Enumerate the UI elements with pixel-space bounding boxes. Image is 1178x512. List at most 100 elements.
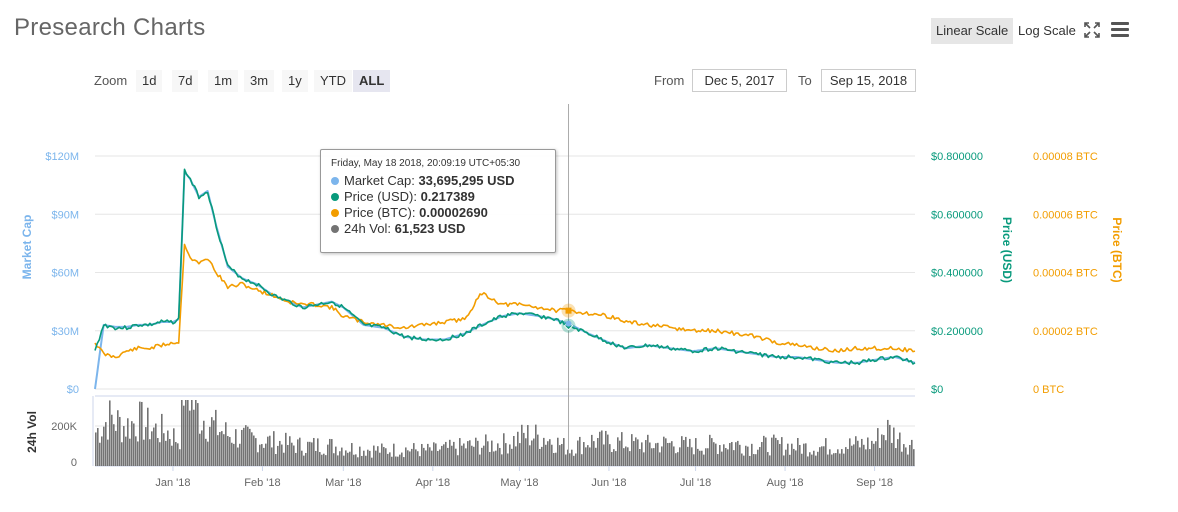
volume-bar xyxy=(129,438,131,466)
volume-bar xyxy=(253,435,255,466)
zoom-all-button[interactable]: ALL xyxy=(353,70,391,92)
volume-bar xyxy=(419,456,421,466)
zoom-1d-button[interactable]: 1d xyxy=(136,70,163,92)
log-scale-button[interactable]: Log Scale xyxy=(1018,23,1076,38)
volume-bar xyxy=(693,454,695,466)
volume-bar xyxy=(201,430,203,466)
zoom-1m-button[interactable]: 1m xyxy=(208,70,239,92)
volume-bar xyxy=(691,447,693,466)
linear-scale-button[interactable]: Linear Scale xyxy=(931,18,1014,44)
volume-bar xyxy=(887,419,889,466)
volume-bar xyxy=(677,452,679,466)
volume-bar xyxy=(707,448,709,466)
volume-bar xyxy=(771,437,773,466)
volume-bar xyxy=(807,456,809,466)
volume-bar xyxy=(799,444,801,466)
range-to-input[interactable]: Sep 15, 2018 xyxy=(821,69,916,92)
volume-bar xyxy=(647,434,649,466)
zoom-3m-button[interactable]: 3m xyxy=(244,70,275,92)
volume-bar xyxy=(193,409,195,466)
volume-bar xyxy=(751,443,753,466)
volume-bar xyxy=(543,437,545,466)
y-tick-label-price-btc: 0.00004 BTC xyxy=(1033,268,1098,280)
volume-bar xyxy=(541,446,543,466)
volume-bar xyxy=(859,447,861,466)
volume-bar xyxy=(179,449,181,466)
volume-bar xyxy=(157,438,159,466)
volume-bar xyxy=(491,440,493,466)
volume-bar xyxy=(773,434,775,466)
hamburger-menu-icon[interactable] xyxy=(1111,22,1129,38)
volume-bar xyxy=(101,436,103,466)
volume-bar xyxy=(823,446,825,466)
volume-bar xyxy=(501,454,503,466)
volume-bar xyxy=(569,453,571,466)
volume-bar xyxy=(829,449,831,466)
y-axis-title-market-cap: Market Cap xyxy=(20,215,34,280)
volume-bar xyxy=(149,439,151,466)
x-tick-label: Mar '18 xyxy=(325,477,361,489)
volume-bar xyxy=(197,403,199,466)
tooltip-row-market-cap: Market Cap: 33,695,295 USD xyxy=(331,173,545,189)
volume-bar xyxy=(275,454,277,466)
volume-bar xyxy=(593,441,595,466)
volume-bar xyxy=(873,443,875,466)
volume-bar xyxy=(753,454,755,466)
volume-bar xyxy=(837,449,839,466)
volume-bar xyxy=(689,438,691,466)
volume-bar xyxy=(663,436,665,466)
volume-bar xyxy=(877,428,879,466)
volume-bar xyxy=(229,437,231,466)
volume-bar xyxy=(321,454,323,466)
volume-bar xyxy=(145,427,147,466)
volume-bar xyxy=(617,437,619,466)
y-tick-label-market-cap: $30M xyxy=(51,326,79,338)
volume-bar xyxy=(667,442,669,466)
volume-bar xyxy=(279,440,281,466)
volume-bar xyxy=(545,444,547,466)
volume-bar xyxy=(471,445,473,466)
volume-bar xyxy=(143,439,145,466)
volume-bar xyxy=(907,454,909,466)
volume-bar xyxy=(777,440,779,466)
range-from-label: From xyxy=(654,73,685,88)
volume-bar xyxy=(189,410,191,466)
volume-bar xyxy=(441,445,443,466)
zoom-label: Zoom xyxy=(94,73,128,88)
volume-bar xyxy=(913,449,915,466)
volume-bar xyxy=(547,441,549,466)
volume-bar xyxy=(235,429,237,466)
x-tick-label: Jan '18 xyxy=(155,477,190,489)
zoom-1y-button[interactable]: 1y xyxy=(282,70,308,92)
volume-bar xyxy=(231,442,233,466)
volume-bar xyxy=(401,452,403,466)
volume-bar xyxy=(643,452,645,466)
volume-bar xyxy=(249,428,251,466)
volume-bar xyxy=(439,449,441,466)
volume-bar xyxy=(711,438,713,466)
volume-bar xyxy=(349,451,351,466)
zoom-7d-button[interactable]: 7d xyxy=(172,70,199,92)
y-tick-label-price-usd: $0.200000 xyxy=(931,326,983,338)
volume-bar xyxy=(843,453,845,466)
volume-bar xyxy=(497,443,499,466)
x-tick-label: Sep '18 xyxy=(856,477,893,489)
volume-bar xyxy=(483,445,485,466)
range-from-input[interactable]: Dec 5, 2017 xyxy=(692,69,787,92)
volume-bar xyxy=(603,444,605,466)
volume-bar xyxy=(315,450,317,466)
volume-bar xyxy=(385,448,387,466)
volume-bar xyxy=(203,420,205,466)
volume-bar xyxy=(679,447,681,466)
expand-icon[interactable] xyxy=(1084,22,1100,38)
volume-bar xyxy=(213,420,215,466)
volume-bar xyxy=(133,423,135,466)
volume-bar xyxy=(175,442,177,466)
volume-bar xyxy=(723,444,725,466)
zoom-ytd-button[interactable]: YTD xyxy=(314,70,352,92)
volume-bar xyxy=(159,442,161,466)
volume-bar xyxy=(787,443,789,466)
tooltip-label: Price (BTC): xyxy=(344,205,416,220)
volume-bar xyxy=(487,441,489,466)
